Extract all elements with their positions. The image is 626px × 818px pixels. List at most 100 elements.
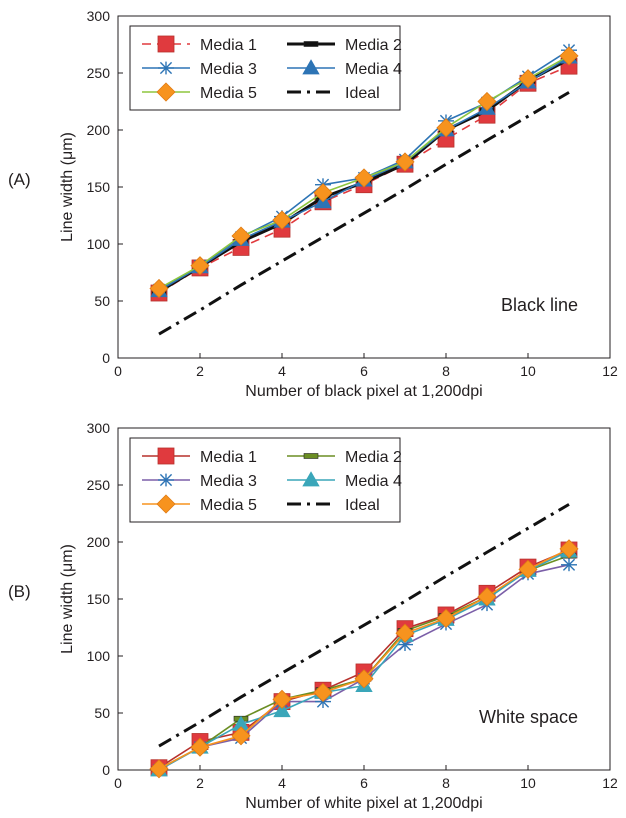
data-point-media-5-b <box>313 682 333 703</box>
x-tick-label-a: 4 <box>278 363 286 379</box>
legend-marker-media-4-b <box>302 471 320 487</box>
series-ideal-b <box>158 503 570 748</box>
series-line-ideal-b <box>158 503 570 748</box>
y-axis-label-a: Line width (μm) <box>59 132 76 242</box>
data-point-media-5-b <box>395 623 415 643</box>
legend-marker-media-5-b <box>156 494 176 514</box>
series-media-1-b <box>150 541 578 777</box>
data-point-media-5-b <box>518 559 538 579</box>
x-axis-label-b: Number of white pixel at 1,200dpi <box>245 795 482 812</box>
x-tick-label-b: 12 <box>602 775 618 791</box>
y-tick-label-a: 100 <box>87 236 111 252</box>
legend-item-media-3-b: Media 3 <box>142 473 257 490</box>
data-point-media-5-a <box>354 168 374 188</box>
x-tick-label-b: 2 <box>196 775 204 791</box>
x-tick-label-b: 4 <box>278 775 286 791</box>
y-tick-label-a: 0 <box>102 350 110 366</box>
y-tick-label-b: 250 <box>87 477 111 493</box>
y-tick-label-a: 150 <box>87 179 111 195</box>
data-point-media-5-b <box>149 759 169 779</box>
y-tick-label-b: 0 <box>102 762 110 778</box>
data-point-media-5-a <box>395 152 415 172</box>
legend-marker-media-1-b <box>157 447 175 465</box>
series-media-5-a <box>149 46 579 299</box>
x-tick-label-a: 8 <box>442 363 450 379</box>
data-point-media-5-a <box>477 91 497 112</box>
legend-label-ideal-b: Ideal <box>345 497 380 514</box>
x-tick-label-b: 6 <box>360 775 368 791</box>
data-point-media-5-a <box>313 183 333 203</box>
legend-marker-media-4-a <box>302 59 320 75</box>
legend-label-media-2-b: Media 2 <box>345 449 402 466</box>
data-point-media-5-b <box>231 726 251 746</box>
x-tick-label-a: 2 <box>196 363 204 379</box>
legend-item-media-2-a: Media 2 <box>287 37 402 54</box>
legend-label-ideal-a: Ideal <box>345 85 380 102</box>
legend-marker-media-5-a <box>156 82 176 102</box>
legend-label-media-4-b: Media 4 <box>345 473 402 490</box>
chart-panel-a: 0 2 4 6 8 10 12 0 50 100 150 200 250 300 Number of bla… <box>8 8 618 400</box>
data-point-media-5-a <box>559 46 579 66</box>
x-tick-label-a: 12 <box>602 363 618 379</box>
legend-item-media-5-a: Media 5 <box>142 82 257 102</box>
x-tick-label-a: 10 <box>520 363 536 379</box>
legend-a: Media 1 Media 2 Media 3 Media 4 Media 5 Ideal <box>129 25 402 111</box>
data-point-media-5-a <box>149 278 169 299</box>
chart-panel-b: 0 2 4 6 8 10 12 0 50 100 150 200 250 300 Number of whi… <box>8 420 618 812</box>
legend-label-media-5-a: Media 5 <box>200 85 257 102</box>
y-tick-label-b: 50 <box>94 705 110 721</box>
data-point-media-5-b <box>354 669 374 689</box>
legend-item-media-1-b: Media 1 <box>142 447 257 466</box>
data-point-media-4-b <box>273 701 291 718</box>
y-tick-label-a: 200 <box>87 122 111 138</box>
legend-label-media-5-b: Media 5 <box>200 497 257 514</box>
x-axis-label-a: Number of black pixel at 1,200dpi <box>245 383 482 400</box>
legend-marker-media-2-b <box>303 453 319 459</box>
series-media-5-b <box>149 539 579 779</box>
data-point-media-5-a <box>518 69 538 89</box>
y-tick-label-b: 200 <box>87 534 111 550</box>
data-point-media-5-b <box>190 737 210 757</box>
data-point-media-5-a <box>436 118 456 138</box>
series-line-ideal-a <box>158 91 570 336</box>
legend-marker-media-2-a <box>303 41 319 47</box>
legend-marker-media-3-a <box>158 61 174 75</box>
y-tick-label-a: 300 <box>87 8 111 24</box>
y-tick-label-b: 300 <box>87 420 111 436</box>
data-point-media-5-b <box>272 689 292 709</box>
data-point-media-3-b <box>561 558 577 572</box>
x-tick-label-a: 6 <box>360 363 368 379</box>
y-tick-label-b: 150 <box>87 591 111 607</box>
legend-item-media-5-b: Media 5 <box>142 494 257 514</box>
data-point-media-5-a <box>272 210 292 230</box>
annotation-b: White space <box>479 707 578 727</box>
data-point-media-5-a <box>190 256 210 276</box>
series-ideal-a <box>158 91 570 336</box>
data-point-media-5-b <box>559 539 579 559</box>
legend-label-media-3-b: Media 3 <box>200 473 257 490</box>
legend-b: Media 1 Media 2 Media 3 Media 4 Media 5 Ideal <box>129 437 402 523</box>
data-point-media-5-b <box>477 587 497 607</box>
legend-label-media-2-a: Media 2 <box>345 37 402 54</box>
panel-label-a: (A) <box>8 170 31 189</box>
data-point-media-5-b <box>436 608 456 628</box>
y-tick-label-b: 100 <box>87 648 111 664</box>
legend-label-media-4-a: Media 4 <box>345 61 402 78</box>
legend-item-media-4-b: Media 4 <box>287 471 402 490</box>
legend-item-media-2-b: Media 2 <box>287 449 402 466</box>
y-axis-label-b: Line width (μm) <box>59 544 76 654</box>
legend-item-media-4-a: Media 4 <box>287 59 402 78</box>
legend-label-media-1-a: Media 1 <box>200 37 257 54</box>
x-tick-label-b: 10 <box>520 775 536 791</box>
legend-marker-media-3-b <box>158 473 174 487</box>
y-tick-label-a: 250 <box>87 65 111 81</box>
legend-item-media-1-a: Media 1 <box>142 35 257 54</box>
series-media-4-b <box>150 542 578 777</box>
legend-label-media-3-a: Media 3 <box>200 61 257 78</box>
legend-item-ideal-b: Ideal <box>287 497 380 514</box>
data-point-media-5-a <box>231 226 251 246</box>
panel-label-b: (B) <box>8 582 31 601</box>
legend-item-ideal-a: Ideal <box>287 85 380 102</box>
legend-label-media-1-b: Media 1 <box>200 449 257 466</box>
